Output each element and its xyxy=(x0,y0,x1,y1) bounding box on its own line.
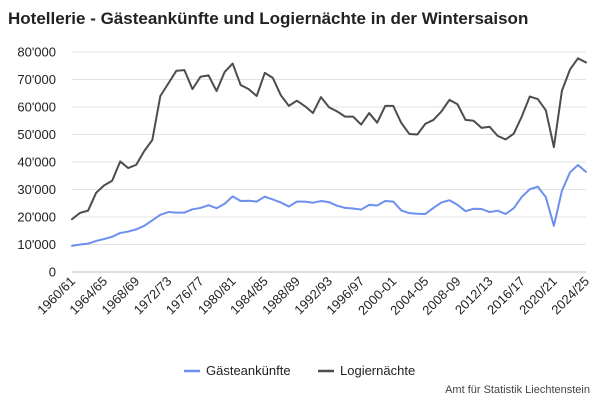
y-tick-label: 30'000 xyxy=(17,182,56,197)
y-tick-label: 70'000 xyxy=(17,72,56,87)
y-tick-label: 50'000 xyxy=(17,127,56,142)
series-line-0 xyxy=(71,164,587,247)
x-axis-ticks: 1960/611964/651968/691972/731976/771980/… xyxy=(34,274,592,318)
y-tick-label: 0 xyxy=(49,265,56,280)
series-lines xyxy=(71,57,587,247)
y-tick-label: 10'000 xyxy=(17,237,56,252)
legend-label-logiernaechte: Logiernächte xyxy=(340,363,415,378)
gridlines xyxy=(72,51,586,273)
y-tick-label: 20'000 xyxy=(17,210,56,225)
chart-title: Hotellerie - Gästeankünfte und Logiernäc… xyxy=(8,9,528,28)
legend: Gästeankünfte Logiernächte xyxy=(184,363,415,378)
series-line-1 xyxy=(71,57,587,221)
y-tick-label: 80'000 xyxy=(17,45,56,60)
y-axis-ticks: 0 10'000 20'000 30'000 40'000 50'000 60'000 70'… xyxy=(17,45,56,280)
y-tick-label: 40'000 xyxy=(17,155,56,170)
source-note: Amt für Statistik Liechtenstein xyxy=(445,384,590,396)
legend-label-gaesteankuenfte: Gästeankünfte xyxy=(206,363,291,378)
y-tick-label: 60'000 xyxy=(17,100,56,115)
